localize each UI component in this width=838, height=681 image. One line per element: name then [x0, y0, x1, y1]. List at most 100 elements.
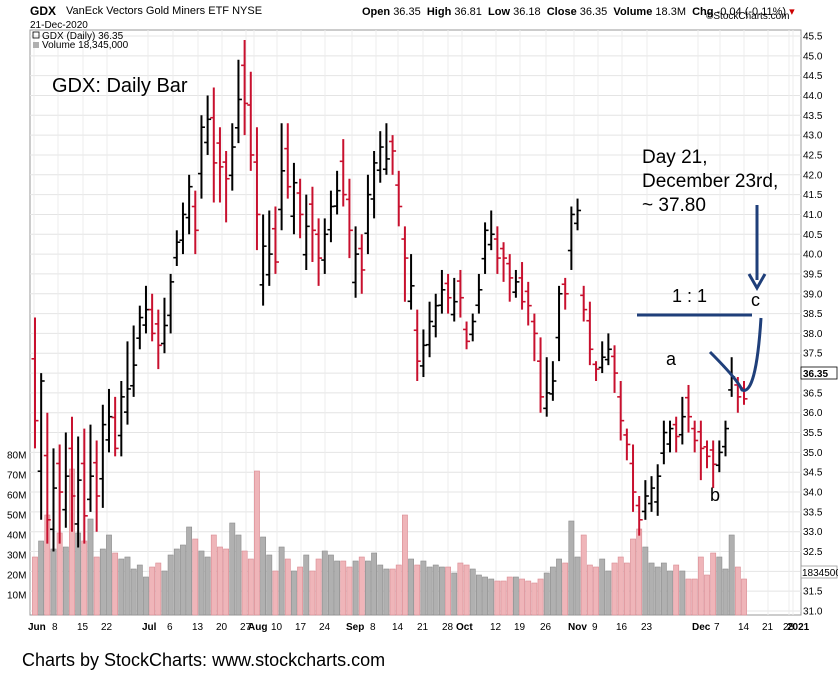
- volume-bar: [315, 558, 322, 616]
- date-tick-label: 24: [319, 622, 331, 633]
- low-label: Low: [488, 6, 511, 18]
- volume-bar: [291, 570, 297, 616]
- volume-legend-swatch: [33, 42, 39, 48]
- date-tick-label: Oct: [456, 622, 473, 633]
- date-tick-label: 2021: [787, 622, 810, 633]
- volume-bar: [328, 554, 334, 616]
- volume-bar: [574, 556, 581, 616]
- volume-bar: [210, 534, 217, 616]
- ohlc-readout: Open 36.35 High 36.81 Low 36.18 Close 36…: [362, 5, 795, 18]
- volume-tick-label: 80M: [7, 451, 26, 462]
- date-tick-label: 15: [77, 622, 89, 633]
- date-tick-label: 19: [514, 622, 526, 633]
- volume-bars: [32, 468, 747, 616]
- volume-bar: [457, 562, 464, 616]
- annotation-wave-b: b: [710, 485, 720, 505]
- volume-bar: [186, 526, 193, 616]
- price-tick-label: 43.0: [803, 131, 823, 142]
- volume-bar: [463, 564, 470, 616]
- date-tick-label: 23: [641, 622, 653, 633]
- volume-tick-label: 20M: [7, 571, 26, 582]
- volume-bar: [667, 570, 673, 616]
- volume-bar: [93, 556, 100, 616]
- volume-legend: Volume 18,345,000: [42, 40, 129, 51]
- volume-bar: [648, 562, 655, 616]
- volume-bar: [321, 550, 328, 616]
- price-tick-label: 44.0: [803, 91, 823, 102]
- date-tick-label: Jun: [28, 622, 46, 633]
- volume-bar: [365, 560, 371, 616]
- volume-bar: [167, 554, 174, 616]
- volume-bar: [112, 552, 119, 616]
- date-tick-label: Nov: [568, 622, 587, 633]
- volume-axis: 80M 70M 60M 50M 40M 30M 20M 10M: [7, 451, 26, 602]
- volume-bar: [340, 560, 347, 616]
- volume-bar: [284, 558, 291, 616]
- volume-bar: [549, 566, 556, 616]
- volume-bar: [500, 580, 507, 616]
- price-tick-label: 32.5: [803, 547, 823, 558]
- price-tick-label: 34.0: [803, 488, 823, 499]
- price-tick-label: 38.5: [803, 309, 823, 320]
- volume-bar: [531, 582, 538, 616]
- volume-bar: [432, 564, 439, 616]
- down-arrow-icon: ▾: [789, 6, 795, 18]
- volume-bar: [593, 566, 599, 616]
- open-label: Open: [362, 6, 391, 18]
- volume-bar: [155, 562, 162, 616]
- volume-bar: [81, 540, 88, 616]
- volume-bar: [599, 558, 606, 616]
- volume-bar: [402, 514, 408, 616]
- volume-bar: [50, 548, 57, 616]
- volume-bar: [654, 566, 661, 616]
- annotation-day-line-1: Day 21,: [642, 147, 707, 168]
- security-description: VanEck Vectors Gold Miners ETF NYSE: [66, 5, 262, 17]
- last-price-box: [800, 366, 838, 380]
- volume-bar: [198, 550, 205, 616]
- chart-date: 21-Dec-2020: [30, 20, 88, 31]
- volume-bar: [704, 574, 710, 616]
- volume-bar: [685, 578, 692, 616]
- volume-bar: [32, 556, 38, 616]
- volume-bar: [586, 564, 593, 616]
- price-tick-label: 31.5: [803, 587, 823, 598]
- volume-bar: [408, 558, 414, 616]
- volume-bar: [741, 578, 747, 616]
- price-legend: GDX (Daily) 36.35: [42, 31, 124, 42]
- volume-bar: [451, 572, 458, 616]
- exchange: NYSE: [232, 5, 263, 17]
- date-tick-label: 28: [442, 622, 454, 633]
- volume-bar: [136, 564, 143, 616]
- date-tick-label: 21: [417, 622, 429, 633]
- price-tick-label: 33.5: [803, 507, 823, 518]
- volume-bar: [260, 536, 267, 616]
- volume-bar: [445, 566, 451, 616]
- date-tick-label: 10: [271, 622, 283, 633]
- price-tick-label: 39.5: [803, 269, 823, 280]
- chart-header: GDX VanEck Vectors Gold Miners ETF NYSE …: [0, 2, 838, 32]
- volume-bar: [87, 518, 94, 616]
- volume-value: 18.3M: [655, 6, 686, 18]
- volume-bar: [420, 560, 427, 616]
- volume-bar: [62, 546, 69, 616]
- date-tick-label: 21: [762, 622, 774, 633]
- volume-bar: [636, 528, 643, 616]
- volume-bar: [660, 562, 667, 616]
- price-tick-label: 41.5: [803, 190, 823, 201]
- price-bars: [31, 39, 748, 552]
- footer-credit: Charts by StockCharts: www.stockcharts.c…: [22, 650, 386, 670]
- volume-bar: [217, 546, 223, 616]
- volume-bar: [241, 550, 248, 616]
- date-tick-label: 8: [52, 622, 58, 633]
- date-tick-label: 7: [714, 622, 720, 633]
- date-tick-label: Dec: [692, 622, 711, 633]
- volume-bar: [229, 522, 236, 616]
- annotation-day-line-2: December 23rd,: [642, 171, 778, 192]
- volume-bar: [630, 538, 636, 616]
- volume-bar: [580, 534, 587, 616]
- volume-bar: [118, 558, 125, 616]
- volume-bar: [161, 570, 168, 616]
- date-tick-label: 17: [295, 622, 307, 633]
- volume-bar: [297, 566, 304, 616]
